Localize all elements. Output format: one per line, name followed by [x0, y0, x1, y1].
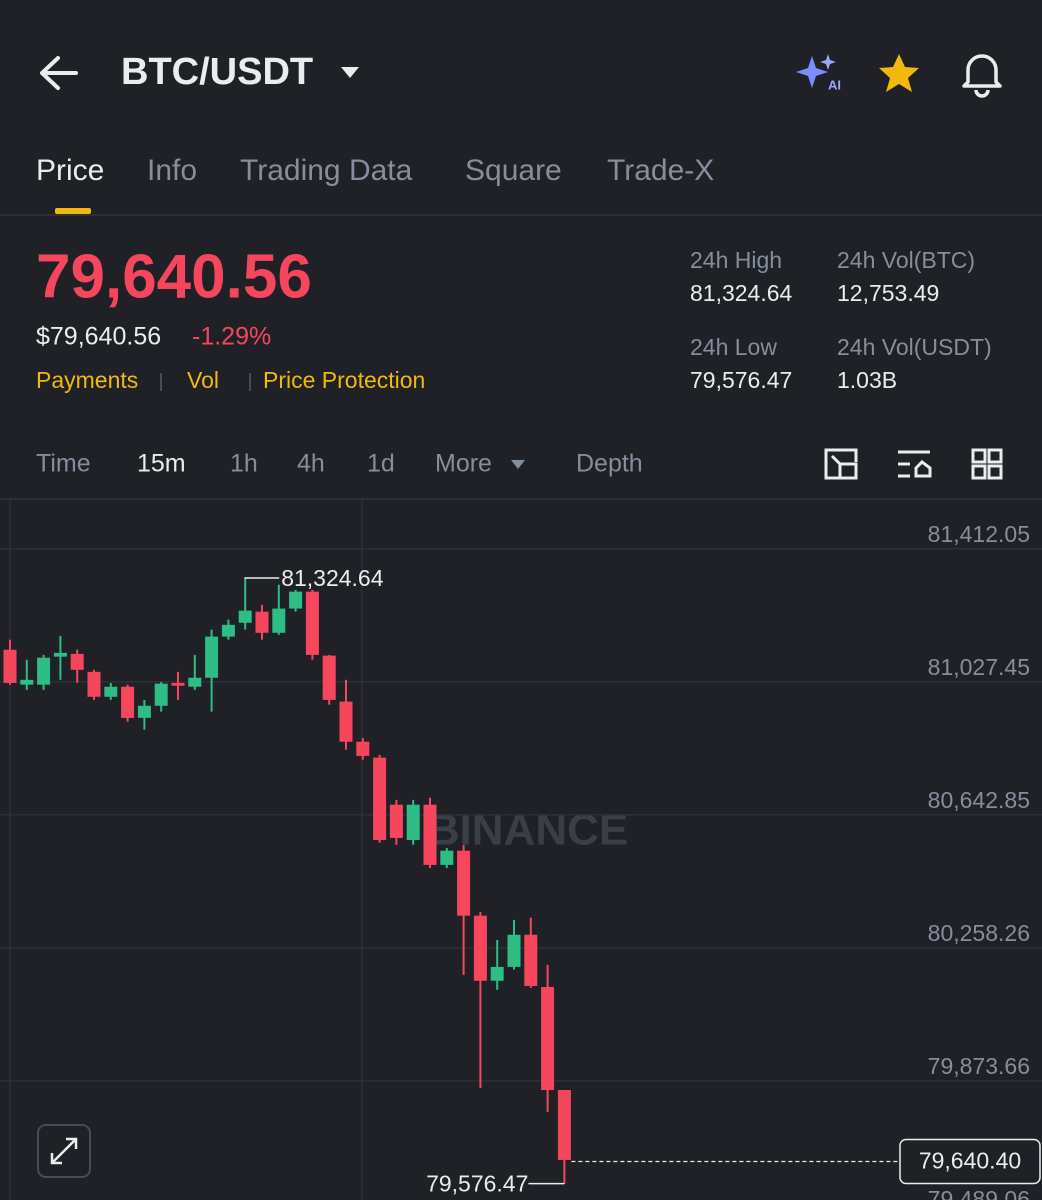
- candle-body: [70, 653, 84, 670]
- chart-tools: [824, 448, 1003, 480]
- candle-body: [373, 757, 387, 840]
- interval[interactable]: Time: [36, 450, 91, 478]
- high-marker: [244, 577, 280, 579]
- interval[interactable]: 15m: [137, 450, 186, 478]
- candle-body: [37, 657, 51, 685]
- y-tick-label: 79,873.66: [928, 1053, 1030, 1079]
- tab[interactable]: Price: [36, 154, 104, 187]
- back-button[interactable]: [40, 56, 78, 90]
- pair-title[interactable]: BTC/USDT: [121, 51, 313, 93]
- candle-body: [524, 934, 538, 986]
- stat-label: 24h Vol(USDT): [837, 334, 992, 360]
- candle-body: [339, 701, 353, 742]
- candle-body: [406, 804, 420, 840]
- stat-label: 24h Vol(BTC): [837, 247, 975, 273]
- favorite-star[interactable]: [879, 54, 919, 92]
- candle-body: [205, 636, 219, 678]
- high-label: 81,324.64: [281, 565, 384, 591]
- candle-body: [20, 679, 34, 685]
- price-usd: $79,640.56: [36, 323, 161, 351]
- candle-body: [53, 652, 67, 657]
- candle-body: [305, 591, 319, 655]
- ai-button[interactable]: AI: [796, 54, 841, 92]
- interval[interactable]: Depth: [576, 450, 643, 478]
- interval[interactable]: 1d: [367, 450, 395, 478]
- y-tick-label: 80,258.26: [928, 920, 1030, 946]
- candle-body: [171, 682, 185, 686]
- link-price-protection[interactable]: Price Protection: [263, 367, 425, 393]
- alert-bell[interactable]: [962, 54, 1002, 98]
- link-vol[interactable]: Vol: [187, 367, 219, 393]
- candle-body: [3, 649, 17, 683]
- tab[interactable]: Info: [147, 154, 197, 187]
- candle-body: [557, 1090, 571, 1160]
- tool-icon[interactable]: [824, 448, 858, 480]
- candle-body: [389, 804, 403, 838]
- stat-value: 79,576.47: [690, 367, 792, 393]
- expand-button[interactable]: [37, 1124, 91, 1178]
- interval[interactable]: 1h: [230, 450, 258, 478]
- interval-bar: Time 15m 1h 4h 1d More Depth: [36, 450, 643, 478]
- candle-body: [490, 966, 504, 981]
- expand-frame: [37, 1124, 91, 1178]
- candle-body: [255, 611, 269, 633]
- tab[interactable]: Trade-X: [607, 154, 714, 187]
- candle-body: [423, 804, 437, 865]
- candle-body: [221, 624, 235, 637]
- tool-icon[interactable]: [898, 450, 932, 478]
- candle-body: [473, 915, 487, 981]
- stat-value: 81,324.64: [690, 280, 793, 306]
- expand-icon: [50, 1137, 78, 1165]
- ai-sparkle: [820, 54, 836, 70]
- y-tick-label: 80,642.85: [928, 787, 1030, 813]
- last-price-box: [899, 1138, 1041, 1185]
- stat-label: 24h Low: [690, 334, 777, 360]
- tab-bar: Price Info Trading Data Square Trade-X: [36, 154, 714, 187]
- candle-body: [457, 850, 471, 916]
- tool-icon[interactable]: [971, 448, 1003, 480]
- interval[interactable]: More: [435, 450, 492, 478]
- candle-body: [440, 850, 454, 865]
- ai-icon-text: AI: [828, 77, 841, 92]
- candle-body: [322, 655, 336, 700]
- candle-body: [188, 677, 202, 687]
- tab[interactable]: Trading Data: [240, 154, 413, 187]
- candle-body: [289, 591, 303, 609]
- candle-body: [104, 686, 118, 697]
- ai-sparkle: [796, 56, 828, 88]
- candle-body: [87, 671, 101, 697]
- candlestick-chart[interactable]: BINANCE 81,412.05 81,027.45 80,642.85 80,25…: [0, 500, 1042, 1200]
- watermark: BINANCE: [428, 806, 628, 855]
- tab[interactable]: Square: [465, 154, 562, 187]
- last-price: 79,640.56: [36, 242, 312, 311]
- stat-label: 24h High: [690, 247, 782, 273]
- y-tick-label: 81,027.45: [928, 654, 1030, 680]
- candle-body: [121, 686, 135, 718]
- candle-body: [137, 705, 151, 718]
- candle-body: [507, 934, 521, 967]
- interval[interactable]: 4h: [297, 450, 325, 478]
- candle-body: [272, 608, 286, 633]
- candle-body: [154, 683, 168, 706]
- stat-value: 12,753.49: [837, 280, 939, 306]
- candle-body: [238, 610, 252, 623]
- low-label: 79,576.47: [426, 1171, 528, 1197]
- stat-value: 1.03B: [837, 367, 897, 393]
- y-tick-label: 79,489.06: [928, 1186, 1030, 1200]
- price-change: -1.29%: [192, 323, 271, 351]
- candle-body: [541, 986, 555, 1091]
- pair-dropdown[interactable]: [341, 67, 359, 78]
- more-dropdown[interactable]: [511, 460, 525, 469]
- active-tab-indicator: [55, 208, 91, 214]
- last-price-label: 79,640.40: [919, 1148, 1021, 1174]
- link-payments[interactable]: Payments: [36, 367, 138, 393]
- candle-body: [356, 741, 370, 756]
- y-tick-label: 81,412.05: [928, 521, 1030, 547]
